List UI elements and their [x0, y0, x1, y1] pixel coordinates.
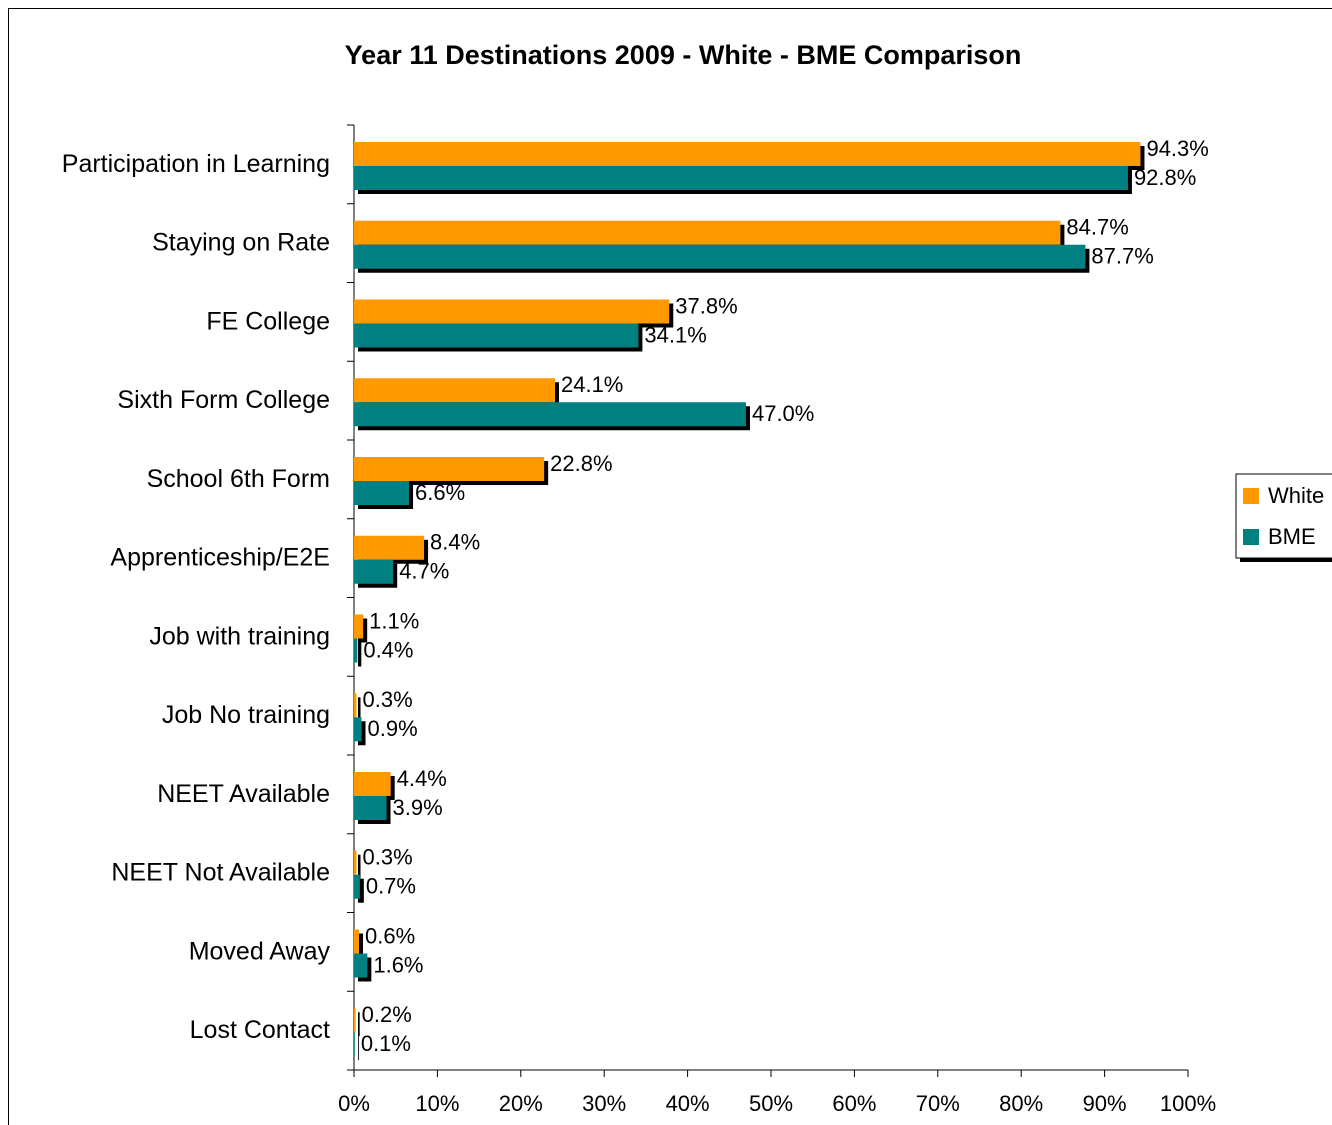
- bar: [354, 772, 391, 796]
- value-label: 0.2%: [362, 1002, 412, 1027]
- bar: [354, 323, 639, 348]
- bar: [354, 535, 425, 560]
- legend-label: BME: [1268, 524, 1316, 549]
- bar: [354, 638, 358, 663]
- bar: [354, 929, 360, 954]
- bar: [354, 244, 1086, 269]
- bar: [354, 457, 545, 481]
- bar: [354, 299, 670, 324]
- y-tick-label: School 6th Form: [147, 465, 330, 493]
- legend-swatch: [1243, 488, 1259, 504]
- value-label: 0.7%: [366, 874, 416, 899]
- value-label: 4.4%: [397, 766, 447, 791]
- bar: [354, 874, 360, 899]
- value-label: 4.7%: [399, 559, 449, 584]
- bar-shadow: [358, 721, 366, 746]
- y-tick-label: NEET Available: [157, 780, 330, 808]
- bar: [354, 850, 357, 875]
- y-tick-label: Sixth Form College: [117, 386, 330, 414]
- x-tick-label: 50%: [749, 1091, 793, 1116]
- value-label: 47.0%: [752, 401, 814, 426]
- bar: [354, 402, 746, 427]
- value-label: 8.4%: [430, 530, 480, 555]
- value-label: 0.6%: [365, 923, 415, 948]
- y-tick-label: Lost Contact: [190, 1016, 330, 1044]
- bar-shadow: [358, 854, 361, 879]
- y-tick-label: Apprenticeship/E2E: [110, 544, 330, 572]
- y-tick-label: Job No training: [162, 701, 330, 729]
- x-tick-label: 10%: [415, 1091, 459, 1116]
- bar-shadow: [358, 697, 361, 722]
- bar: [354, 953, 368, 978]
- bar: [354, 220, 1061, 245]
- bar-shadow: [358, 642, 362, 667]
- x-tick-label: 60%: [832, 1091, 876, 1116]
- value-label: 34.1%: [644, 322, 706, 347]
- legend-swatch: [1243, 529, 1259, 545]
- bar: [354, 559, 394, 584]
- chart-title: Year 11 Destinations 2009 - White - BME …: [345, 40, 1022, 70]
- legend-label: White: [1268, 483, 1324, 508]
- value-label: 1.1%: [369, 608, 419, 633]
- x-tick-label: 100%: [1160, 1091, 1216, 1116]
- x-tick-label: 30%: [582, 1091, 626, 1116]
- value-label: 6.6%: [415, 480, 465, 505]
- bar: [354, 481, 410, 505]
- chart-frame: [8, 8, 1332, 1125]
- value-label: 84.7%: [1066, 215, 1128, 240]
- value-label: 24.1%: [561, 372, 623, 397]
- value-label: 0.1%: [361, 1031, 411, 1056]
- bar-shadow: [358, 878, 364, 903]
- x-tick-label: 0%: [338, 1091, 370, 1116]
- value-label: 0.9%: [368, 716, 418, 741]
- value-label: 0.3%: [363, 845, 413, 870]
- y-tick-label: FE College: [206, 307, 330, 335]
- bar: [354, 1032, 355, 1057]
- y-tick-label: Participation in Learning: [62, 150, 330, 178]
- x-tick-label: 80%: [999, 1091, 1043, 1116]
- value-label: 1.6%: [373, 952, 423, 977]
- x-tick-label: 40%: [666, 1091, 710, 1116]
- y-tick-label: Staying on Rate: [152, 229, 330, 257]
- value-label: 37.8%: [675, 293, 737, 318]
- x-tick-label: 20%: [499, 1091, 543, 1116]
- bar: [354, 614, 364, 639]
- bar: [354, 1008, 356, 1033]
- bar: [354, 142, 1141, 166]
- bar-shadow: [358, 933, 364, 958]
- value-label: 87.7%: [1091, 244, 1153, 269]
- x-tick-label: 90%: [1083, 1091, 1127, 1116]
- y-tick-label: Job with training: [149, 622, 330, 650]
- x-tick-label: 70%: [916, 1091, 960, 1116]
- bar: [354, 796, 387, 820]
- value-label: 92.8%: [1134, 165, 1196, 190]
- bar: [354, 378, 555, 403]
- value-label: 0.4%: [363, 637, 413, 662]
- value-label: 3.9%: [393, 795, 443, 820]
- bar-shadow: [358, 1012, 360, 1037]
- bar: [354, 166, 1128, 190]
- y-tick-label: Moved Away: [189, 937, 331, 965]
- value-label: 0.3%: [363, 687, 413, 712]
- bar-shadow: [358, 1036, 359, 1061]
- y-tick-label: NEET Not Available: [111, 859, 330, 887]
- value-label: 94.3%: [1146, 136, 1208, 161]
- bar: [354, 717, 362, 742]
- value-label: 22.8%: [550, 451, 612, 476]
- bar: [354, 693, 357, 718]
